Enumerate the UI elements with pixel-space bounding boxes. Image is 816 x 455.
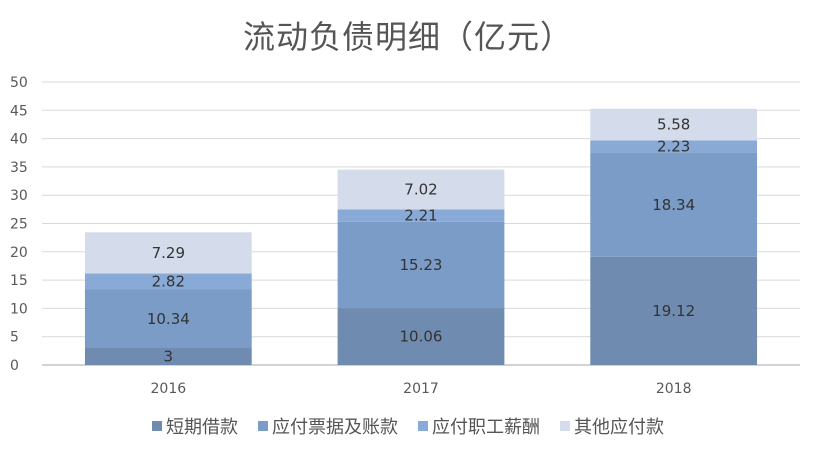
- data-label: 2.21: [404, 207, 437, 225]
- y-tick-label: 30: [10, 188, 28, 204]
- legend-item: 短期借款: [152, 413, 238, 439]
- bar-segment: [590, 152, 758, 257]
- bar-segment: [590, 140, 758, 153]
- data-label: 10.34: [147, 310, 190, 328]
- legend-item: 应付职工薪酬: [418, 413, 540, 439]
- data-label: 19.12: [652, 302, 695, 320]
- data-label: 10.06: [400, 328, 443, 346]
- legend-label: 应付职工薪酬: [432, 417, 540, 438]
- bar-segment: [590, 108, 758, 141]
- legend-swatch: [152, 421, 162, 431]
- x-tick-label: 2016: [151, 381, 187, 397]
- bar-segment: [84, 289, 252, 349]
- legend-swatch: [418, 421, 428, 431]
- bar-segment: [84, 348, 252, 365]
- legend-label: 其他应付款: [574, 417, 664, 438]
- bar-segment: [337, 221, 505, 309]
- legend-label: 应付票据及账款: [272, 417, 398, 438]
- x-tick-label: 2017: [403, 381, 439, 397]
- bar-segment: [84, 232, 252, 274]
- data-label: 2.23: [657, 138, 690, 156]
- y-tick-label: 20: [10, 245, 28, 261]
- bar-segment: [337, 169, 505, 210]
- data-label: 18.34: [652, 196, 695, 214]
- y-tick-label: 15: [10, 273, 28, 289]
- bars: [84, 108, 758, 365]
- x-tick-label: 2018: [656, 381, 692, 397]
- bar-segment: [337, 308, 505, 365]
- y-tick-label: 45: [10, 103, 28, 119]
- data-label: 15.23: [400, 256, 443, 274]
- legend-label: 短期借款: [166, 417, 238, 438]
- legend-item: 应付票据及账款: [258, 413, 398, 439]
- y-tick-label: 40: [10, 132, 28, 148]
- y-tick-label: 25: [10, 217, 28, 233]
- y-tick-label: 35: [10, 160, 28, 176]
- bar-segment: [84, 273, 252, 290]
- y-tick-label: 50: [10, 75, 28, 91]
- y-tick-label: 5: [10, 330, 19, 346]
- bar-segment: [590, 256, 758, 365]
- y-tick-label: 0: [10, 358, 19, 374]
- legend: 短期借款 应付票据及账款 应付职工薪酬 其他应付款: [0, 413, 816, 439]
- data-labels: 3 10.34 2.82 7.29 10.06 15.23 2.21 7.02 19.12 18.…: [147, 116, 695, 366]
- data-label: 3: [164, 348, 174, 366]
- chart-title: 流动负债明细（亿元）: [242, 18, 573, 56]
- legend-swatch: [560, 421, 570, 431]
- data-label: 7.02: [404, 180, 437, 198]
- legend-swatch: [258, 421, 268, 431]
- data-label: 7.29: [152, 244, 185, 262]
- bar-segment: [337, 209, 505, 222]
- y-tick-label: 10: [10, 301, 28, 317]
- data-label: 2.82: [152, 273, 185, 291]
- data-label: 5.58: [657, 116, 690, 134]
- legend-item: 其他应付款: [560, 413, 664, 439]
